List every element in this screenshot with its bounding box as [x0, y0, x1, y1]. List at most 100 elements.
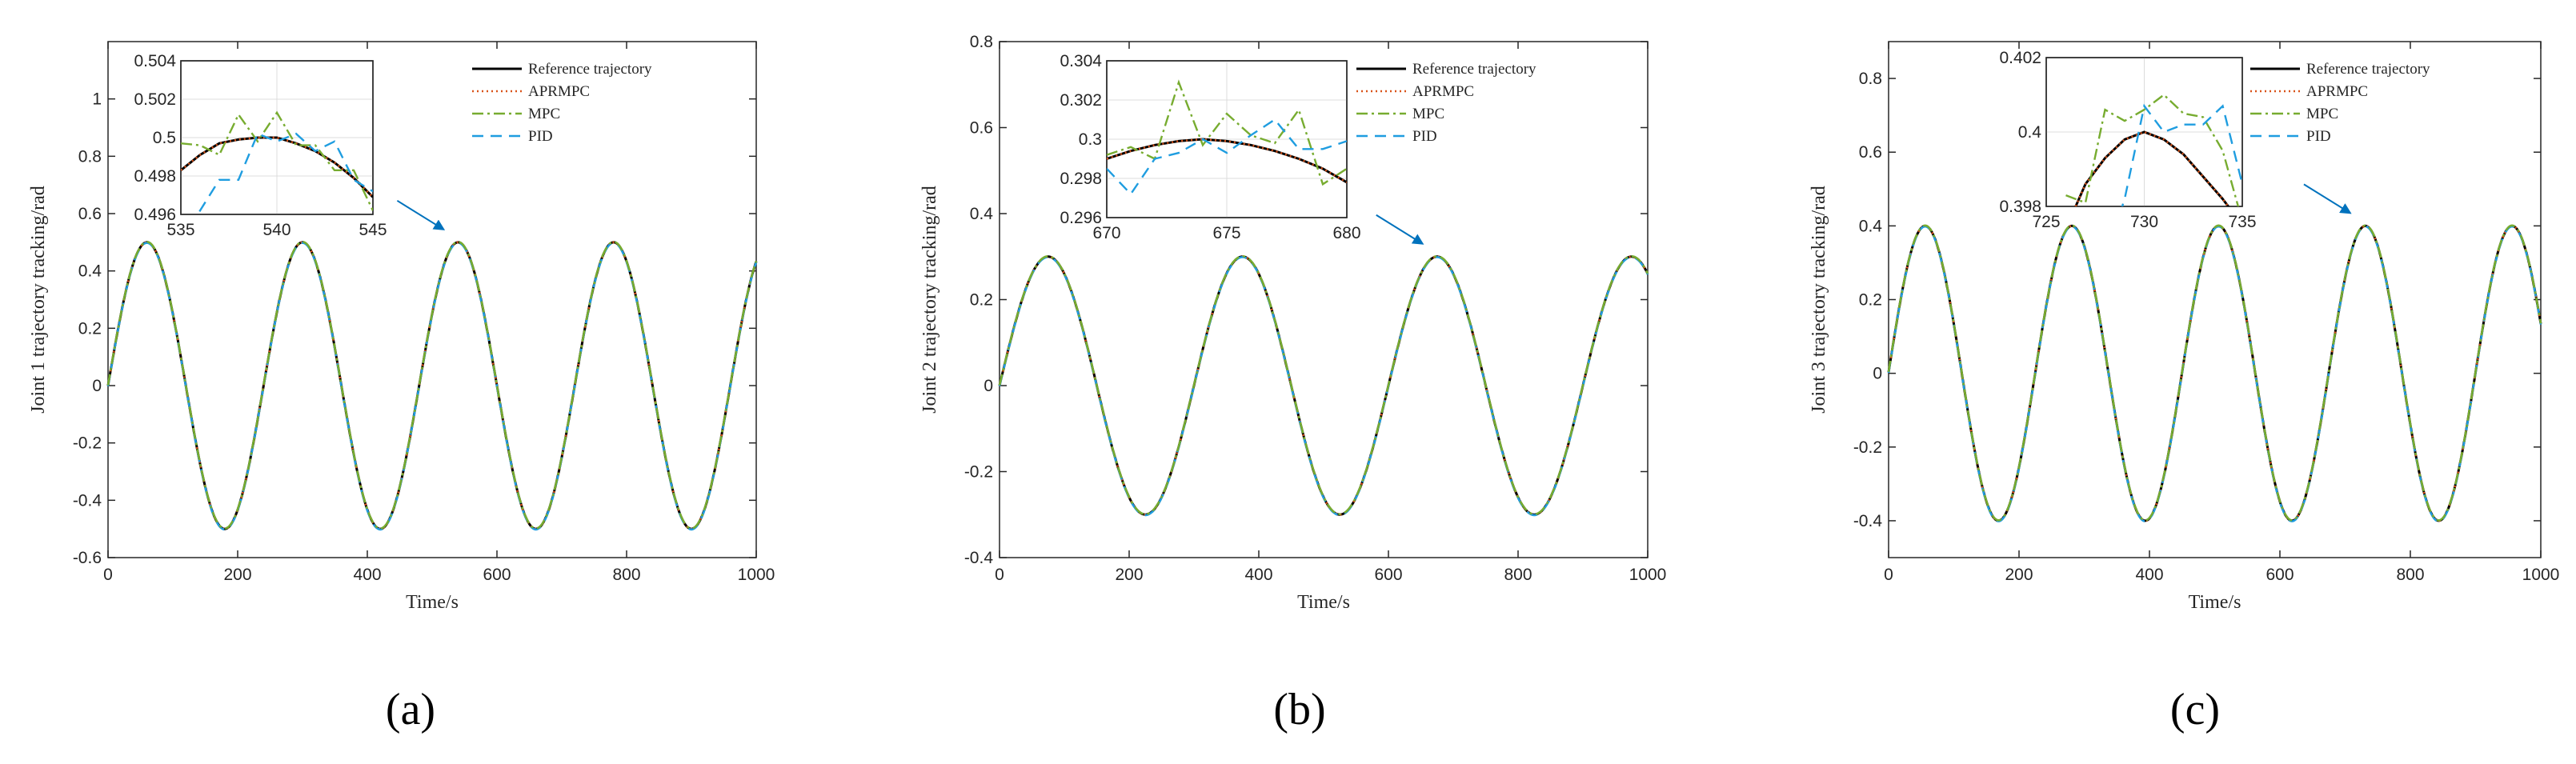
- inset-y-tick-label: 0.304: [1060, 52, 1102, 70]
- inset-series-reference: [1107, 138, 1347, 184]
- inset-x-tick-label: 735: [2228, 213, 2256, 231]
- y-axis-label: Joint 3 trajectory tracking/rad: [1809, 186, 1829, 414]
- legend-label-pid: PID: [528, 128, 553, 145]
- inset-plot: 535 540 545 0.496 0.498 0.5 0.502 0.504: [134, 52, 387, 239]
- x-tick-label: 1000: [2522, 566, 2560, 584]
- legend-label-mpc: MPC: [1412, 106, 1444, 122]
- y-tick-label: -0.2: [73, 434, 102, 453]
- y-tick-label: 0: [984, 377, 993, 395]
- inset-border: [180, 60, 374, 215]
- zoom-arrow: [1376, 214, 1424, 245]
- zoom-arrow: [2303, 183, 2352, 214]
- legend-label-reference: Reference trajectory: [1412, 61, 1536, 78]
- zoom-arrow: [396, 199, 446, 230]
- inset-x-tick-label: 675: [1212, 224, 1240, 242]
- inset-y-tick-label: 0.402: [1999, 49, 2041, 67]
- x-tick-label: 600: [483, 566, 511, 584]
- panel-label-b: (b): [1273, 685, 1325, 734]
- y-tick-label: 0.2: [78, 319, 102, 338]
- inset-x-tick-label: 670: [1092, 224, 1120, 242]
- inset-x-tick-label: 725: [2032, 213, 2060, 231]
- chart-panel-a: 0 200 400 600 800 1000 -0.6 -0.4 -0.2 0 0.2 0.4 0.6 0…: [28, 41, 775, 613]
- inset-series-mpc: [2065, 93, 2240, 206]
- x-tick-label: 600: [2266, 566, 2294, 584]
- x-tick-label: 200: [223, 566, 251, 584]
- y-tick-label: 1: [92, 90, 102, 109]
- inset-border: [2045, 57, 2243, 207]
- x-tick-label: 1000: [1629, 566, 1667, 584]
- series-line-mpc: [106, 240, 758, 530]
- inset-x-tick-label: 545: [359, 221, 387, 239]
- inset-border: [1106, 60, 1348, 218]
- inset-x-tick-label: 680: [1332, 224, 1360, 242]
- inset-series-pid: [196, 132, 373, 214]
- x-tick-label: 0: [995, 566, 1004, 584]
- y-tick-label: 0.2: [970, 291, 993, 310]
- x-tick-label: 0: [1884, 566, 1893, 584]
- series-line-pid: [998, 256, 1649, 517]
- y-tick-label: -0.6: [73, 549, 102, 567]
- panel-label-c: (c): [2170, 685, 2220, 734]
- inset-y-tick-label: 0.504: [134, 52, 176, 70]
- chart-panel-c: 0 200 400 600 800 1000 -0.4 -0.2 0 0.2 0.4 0.6 0.8 Ti…: [1809, 41, 2560, 613]
- x-axis-label: Time/s: [1297, 592, 1350, 613]
- y-tick-label: 0.2: [1859, 291, 1882, 310]
- x-axis-label: Time/s: [406, 592, 459, 613]
- inset-series-mpc: [181, 110, 373, 211]
- legend-label-mpc: MPC: [2306, 106, 2338, 122]
- y-tick-label: -0.2: [1853, 438, 1882, 457]
- inset-plot: 725 730 735 0.398 0.4 0.402: [1999, 49, 2256, 231]
- y-tick-label: 0: [1873, 365, 1882, 383]
- legend-label-reference: Reference trajectory: [528, 61, 652, 78]
- y-tick-label: -0.4: [1853, 512, 1883, 530]
- legend: Reference trajectory APRMPC MPC PID: [472, 61, 652, 145]
- legend-label-mpc: MPC: [528, 106, 560, 122]
- inset-y-tick-label: 0.398: [1999, 198, 2041, 216]
- y-tick-label: 0.4: [970, 205, 994, 223]
- x-tick-label: 600: [1374, 566, 1402, 584]
- y-tick-label: 0: [92, 377, 102, 395]
- legend: Reference trajectory APRMPC MPC PID: [2250, 61, 2430, 145]
- x-tick-label: 200: [1115, 566, 1143, 584]
- y-tick-label: 0.6: [970, 119, 993, 138]
- y-tick-label: 0.8: [78, 147, 102, 166]
- x-axis-label: Time/s: [2189, 592, 2241, 613]
- x-tick-label: 0: [103, 566, 113, 584]
- inset-y-tick-label: 0.5: [153, 129, 176, 147]
- legend-label-pid: PID: [2306, 128, 2331, 145]
- x-tick-label: 800: [612, 566, 640, 584]
- y-tick-label: 0.4: [78, 262, 102, 281]
- inset-series-aprmpc: [181, 136, 373, 198]
- inset-y-tick-label: 0.4: [2018, 123, 2042, 142]
- y-tick-label: -0.4: [73, 491, 102, 510]
- legend-label-pid: PID: [1412, 128, 1437, 145]
- x-tick-label: 200: [2005, 566, 2033, 584]
- inset-y-tick-label: 0.296: [1060, 209, 1102, 227]
- inset-series-pid: [1107, 118, 1347, 196]
- x-tick-label: 400: [1244, 566, 1272, 584]
- legend-label-aprmpc: APRMPC: [528, 83, 590, 100]
- inset-x-tick-label: 535: [166, 221, 194, 239]
- series-line-mpc: [1887, 224, 2542, 522]
- legend: Reference trajectory APRMPC MPC PID: [1356, 61, 1536, 145]
- inset-y-tick-label: 0.298: [1060, 170, 1102, 188]
- y-tick-label: 0.4: [1859, 217, 1883, 235]
- inset-y-tick-label: 0.498: [134, 167, 176, 186]
- y-tick-label: -0.2: [964, 463, 993, 482]
- inset-y-tick-label: 0.3: [1079, 130, 1102, 149]
- x-tick-label: 400: [2135, 566, 2163, 584]
- y-axis-label: Joint 2 trajectory tracking/rad: [919, 186, 940, 414]
- inset-y-tick-label: 0.502: [134, 90, 176, 109]
- y-tick-label: -0.4: [964, 549, 994, 567]
- legend-label-aprmpc: APRMPC: [1412, 83, 1474, 100]
- inset-plot: 670 675 680 0.296 0.298 0.3 0.302 0.304: [1060, 52, 1360, 242]
- chart-panel-b: 0 200 400 600 800 1000 -0.4 -0.2 0 0.2 0.4 0.6 0.8 Ti…: [919, 33, 1666, 613]
- inset-series-aprmpc: [2074, 130, 2229, 206]
- series-line-mpc: [998, 255, 1649, 515]
- y-tick-label: 0.8: [1859, 70, 1882, 88]
- x-tick-label: 800: [2396, 566, 2424, 584]
- legend-label-reference: Reference trajectory: [2306, 61, 2430, 78]
- inset-x-tick-label: 540: [262, 221, 290, 239]
- y-tick-label: 0.8: [970, 33, 993, 51]
